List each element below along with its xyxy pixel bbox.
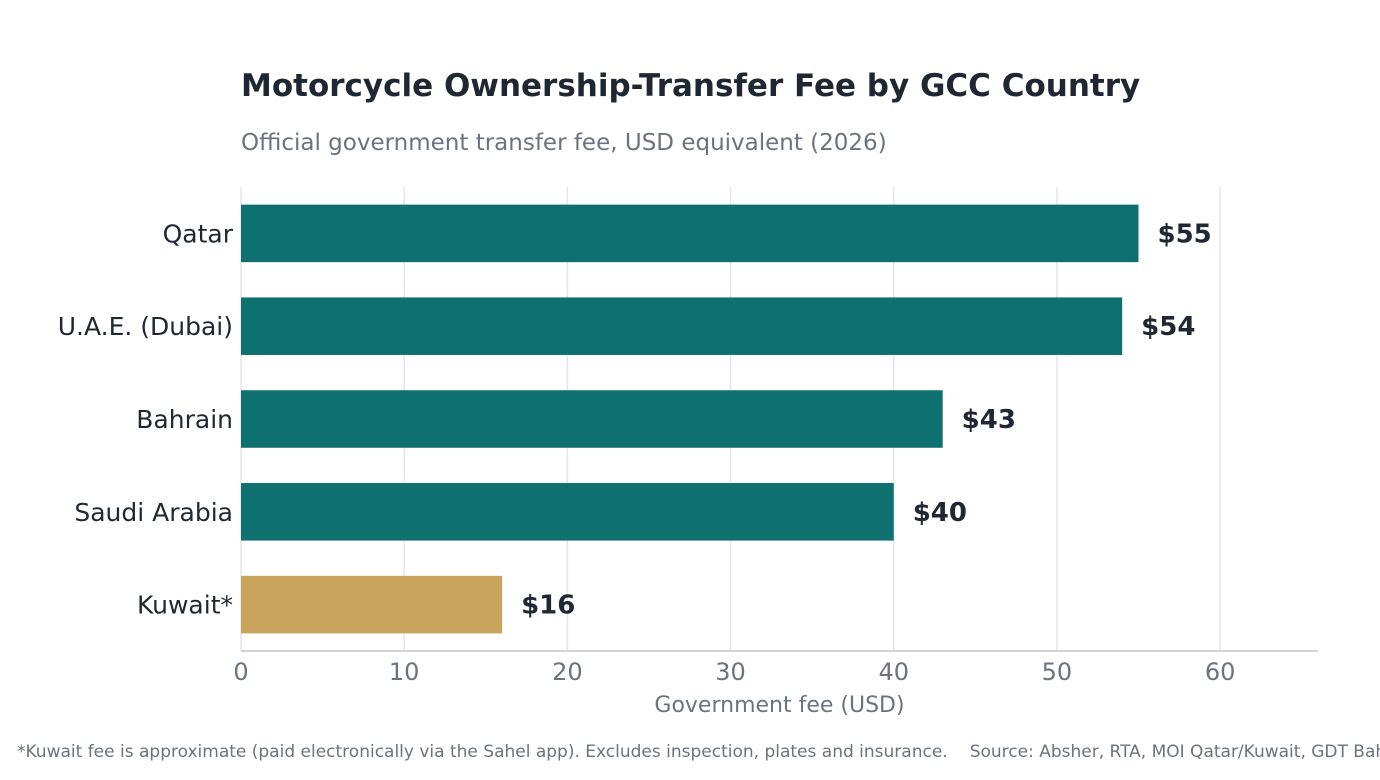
chart-title: Motorcycle Ownership-Transfer Fee by GCC…: [241, 68, 1141, 104]
bar-3: [241, 483, 894, 541]
value-label: $43: [962, 405, 1016, 435]
bar-2: [241, 390, 943, 448]
x-axis-title: Government fee (USD): [654, 693, 904, 718]
category-labels: Qatar U.A.E. (Dubai) Bahrain Saudi Arabia Ku…: [58, 219, 234, 619]
category-label: U.A.E. (Dubai): [58, 312, 233, 341]
bars: [241, 204, 1139, 634]
bar-4: [241, 575, 503, 634]
x-tick-label: 40: [878, 658, 909, 686]
category-label: Kuwait*: [137, 591, 233, 620]
x-tick-label: 20: [552, 658, 583, 686]
x-tick-label: 10: [389, 658, 420, 686]
x-tick-label: 0: [233, 658, 248, 686]
footnote: *Kuwait fee is approximate (paid electro…: [17, 742, 1380, 762]
bar-chart: $55 $54 $43 $40 $16 Qatar U.A.E. (Dubai) Bahra…: [58, 187, 1318, 718]
x-tick-label: 60: [1205, 658, 1236, 686]
chart-subtitle: Official government transfer fee, USD eq…: [241, 130, 887, 156]
footnote-source: Source: Absher, RTA, MOI Qatar/Kuwait, G…: [969, 742, 1380, 762]
value-label: $55: [1158, 219, 1212, 249]
category-label: Qatar: [163, 219, 234, 248]
x-tick-label: 30: [715, 658, 746, 686]
value-label: $54: [1141, 312, 1195, 342]
value-label: $40: [913, 498, 967, 528]
category-label: Saudi Arabia: [74, 498, 233, 527]
value-labels: $55 $54 $43 $40 $16: [521, 219, 1212, 620]
bar-0: [241, 204, 1139, 263]
bar-1: [241, 297, 1123, 355]
x-tick-label: 50: [1042, 658, 1073, 686]
category-label: Bahrain: [136, 405, 233, 434]
x-tick-labels: 0 10 20 30 40 50 60: [233, 658, 1235, 686]
footnote-note: *Kuwait fee is approximate (paid electro…: [17, 742, 948, 762]
value-label: $16: [521, 591, 575, 621]
